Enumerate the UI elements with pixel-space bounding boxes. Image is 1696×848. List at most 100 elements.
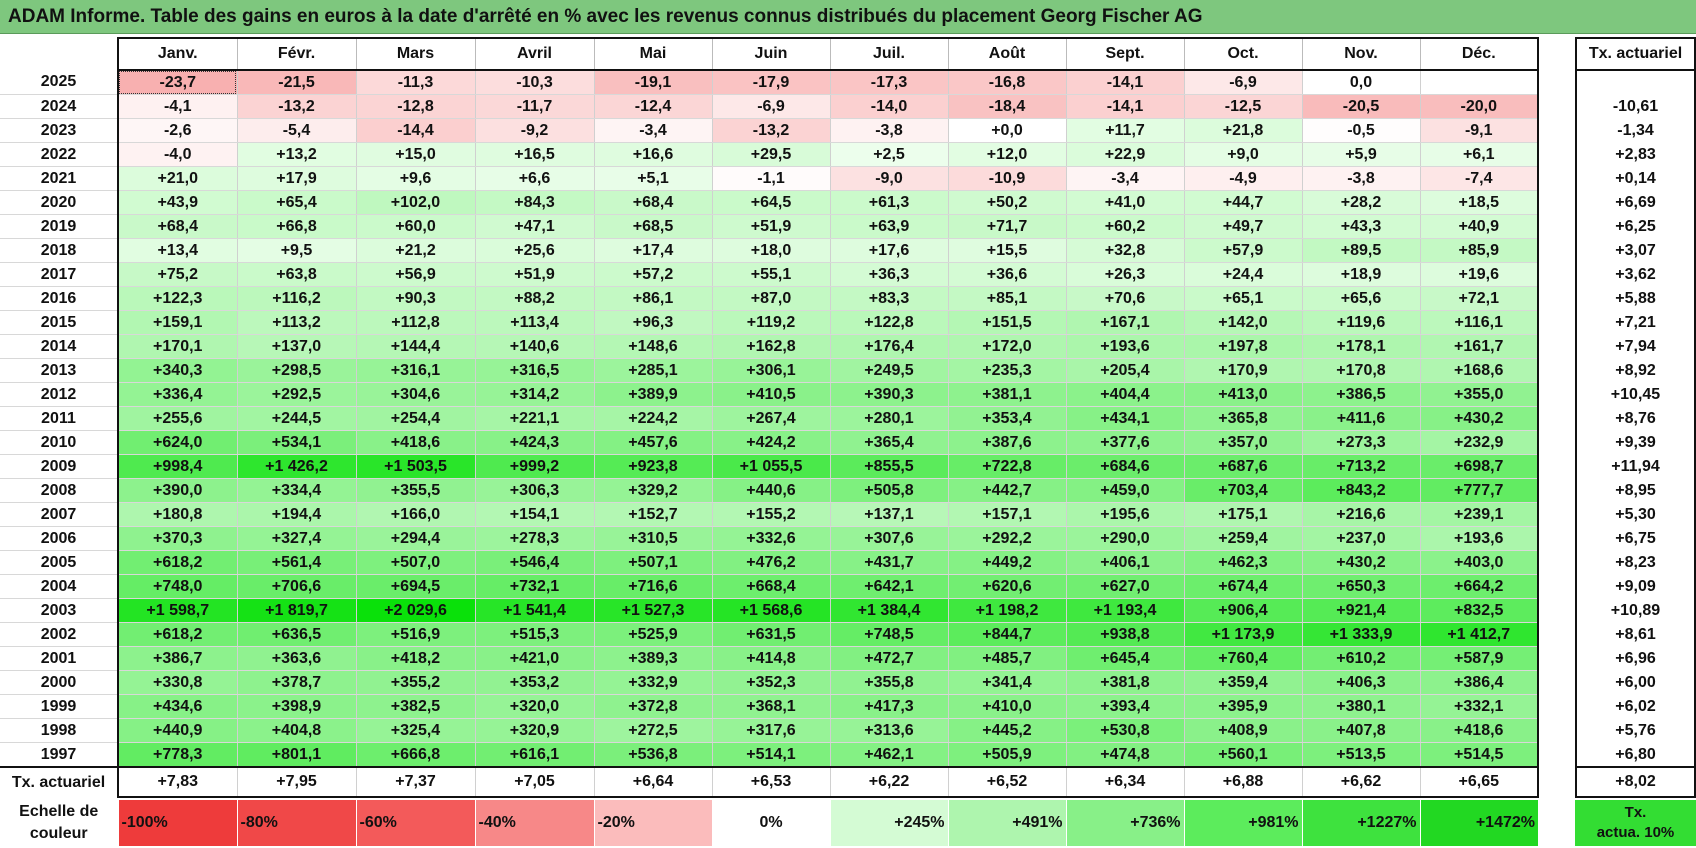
gain-cell: -13,2 <box>711 118 830 143</box>
gain-cell: +17,6 <box>829 238 948 263</box>
gain-cell: +18,5 <box>1419 190 1539 215</box>
table-row: 1999 +434,6 +398,9 +382,5 +320,0 +372,8 +368,1… <box>0 694 1539 719</box>
gain-cell: +304,6 <box>355 382 475 407</box>
gain-cell: +355,0 <box>1419 382 1539 407</box>
gain-cell: +314,2 <box>474 382 594 407</box>
gain-cell: +18,0 <box>711 238 830 263</box>
month-header: Juil. <box>829 37 948 71</box>
gain-cell: +9,5 <box>236 238 356 263</box>
gain-cell: +748,0 <box>117 574 237 599</box>
gain-cell: -20,0 <box>1419 94 1539 119</box>
gain-cell: -9,1 <box>1419 118 1539 143</box>
gain-cell: +382,5 <box>355 694 475 719</box>
gain-cell: +29,5 <box>711 142 830 167</box>
gain-cell: +60,0 <box>355 214 475 239</box>
gain-cell: +85,1 <box>947 286 1066 311</box>
gain-cell: +610,2 <box>1301 646 1420 671</box>
gain-cell: +1 598,7 <box>117 598 237 623</box>
gain-cell: +216,6 <box>1301 502 1420 527</box>
gain-cell: +89,5 <box>1301 238 1420 263</box>
actuarial-swatch-line1: Tx. <box>1624 804 1647 821</box>
gain-cell: +24,4 <box>1183 262 1302 287</box>
gain-cell: +1 819,7 <box>236 598 356 623</box>
gain-cell: +1 055,5 <box>711 454 830 479</box>
month-header: Oct. <box>1183 37 1302 71</box>
gain-cell: +161,7 <box>1419 334 1539 359</box>
gain-cell: +1 333,9 <box>1301 622 1420 647</box>
gain-cell: +336,4 <box>117 382 237 407</box>
gain-cell: +406,3 <box>1301 670 1420 695</box>
footer-rate-cell: +6,62 <box>1301 766 1420 798</box>
gain-cell: +178,1 <box>1301 334 1420 359</box>
footer-rate-cell: +6,64 <box>593 766 712 798</box>
gain-cell: -18,4 <box>947 94 1066 119</box>
gain-cell: +51,9 <box>711 214 830 239</box>
gain-cell: +285,1 <box>593 358 712 383</box>
gain-cell: +306,1 <box>711 358 830 383</box>
actuarial-rate-header: Tx. actuariel <box>1575 37 1696 71</box>
gain-cell: +340,3 <box>117 358 237 383</box>
gain-cell: +205,4 <box>1065 358 1184 383</box>
gain-cell: +999,2 <box>474 454 594 479</box>
gain-cell: +44,7 <box>1183 190 1302 215</box>
color-scale-label-line2: couleur <box>29 825 88 842</box>
gain-cell: +327,4 <box>236 526 356 551</box>
gain-cell: +536,8 <box>593 742 712 768</box>
gain-cell: +292,2 <box>947 526 1066 551</box>
gain-cell: +272,5 <box>593 718 712 743</box>
actuarial-rate-table: Tx. actuariel -10,61 -1,34 +2,83 +0,14 +6,69… <box>1575 37 1696 798</box>
gain-cell: +389,3 <box>593 646 712 671</box>
gain-cell: +112,8 <box>355 310 475 335</box>
year-label: 2011 <box>0 406 118 431</box>
color-scale-swatch: +245% <box>829 800 948 846</box>
year-label: 2012 <box>0 382 118 407</box>
gain-cell: -17,3 <box>829 70 948 95</box>
year-label: 2010 <box>0 430 118 455</box>
gain-cell: +170,8 <box>1301 358 1420 383</box>
gain-cell: +843,2 <box>1301 478 1420 503</box>
gain-cell: -4,1 <box>117 94 237 119</box>
gain-cell: +18,9 <box>1301 262 1420 287</box>
gain-cell: +620,6 <box>947 574 1066 599</box>
gain-cell: +12,0 <box>947 142 1066 167</box>
gain-cell: +430,2 <box>1301 550 1420 575</box>
gain-cell: +359,4 <box>1183 670 1302 695</box>
gain-cell: -10,3 <box>474 70 594 95</box>
gain-cell: -14,1 <box>1065 70 1184 95</box>
gain-cell: +306,3 <box>474 478 594 503</box>
gain-cell: +235,3 <box>947 358 1066 383</box>
gain-cell: +445,2 <box>947 718 1066 743</box>
gain-cell: +355,2 <box>355 670 475 695</box>
gain-cell: +172,0 <box>947 334 1066 359</box>
gain-cell: +85,9 <box>1419 238 1539 263</box>
footer-rate-cell: +7,95 <box>236 766 356 798</box>
year-label: 2009 <box>0 454 118 479</box>
gain-cell: +193,6 <box>1419 526 1539 551</box>
gain-cell: +88,2 <box>474 286 594 311</box>
gain-cell: +175,1 <box>1183 502 1302 527</box>
gain-cell: +906,4 <box>1183 598 1302 623</box>
actuarial-rate-cell: +6,96 <box>1575 646 1696 671</box>
gain-cell: +417,3 <box>829 694 948 719</box>
gain-cell: -19,1 <box>593 70 712 95</box>
gain-cell: +43,3 <box>1301 214 1420 239</box>
table-row: 2006 +370,3 +327,4 +294,4 +278,3 +310,5 +332,6… <box>0 526 1539 551</box>
gain-cell: +232,9 <box>1419 430 1539 455</box>
gain-cell: +462,1 <box>829 742 948 768</box>
year-label: 2023 <box>0 118 118 143</box>
month-header-row: Janv. Févr. Mars Avril Mai Juin Juil. Août Sept.… <box>0 37 1539 71</box>
color-scale-swatch: +981% <box>1183 800 1302 846</box>
gain-cell: +255,6 <box>117 406 237 431</box>
year-label: 2017 <box>0 262 118 287</box>
gain-cell: +389,9 <box>593 382 712 407</box>
year-label: 2007 <box>0 502 118 527</box>
gain-cell: -14,0 <box>829 94 948 119</box>
gain-cell: +316,1 <box>355 358 475 383</box>
gain-cell: +50,2 <box>947 190 1066 215</box>
gain-cell: +418,6 <box>355 430 475 455</box>
year-label: 2020 <box>0 190 118 215</box>
gain-cell: +28,2 <box>1301 190 1420 215</box>
gain-cell: +778,3 <box>117 742 237 768</box>
month-header: Juin <box>711 37 830 71</box>
table-row: 2022 -4,0 +13,2 +15,0 +16,5 +16,6 +29,5 +2,5 +12… <box>0 142 1539 167</box>
